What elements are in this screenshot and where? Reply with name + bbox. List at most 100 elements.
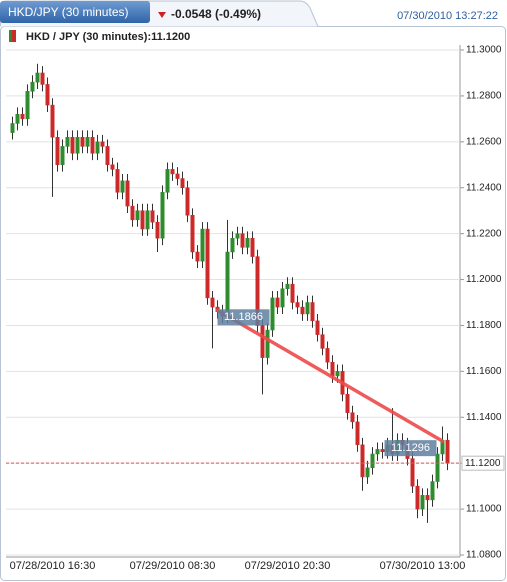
candle-body [80,136,85,147]
candle-body [175,173,180,179]
candle-body [245,237,250,248]
candle-body [180,178,185,188]
candle-body [305,302,310,315]
x-tick-label: 07/28/2010 16:30 [10,560,96,572]
candle-body [380,449,385,452]
legend: HKD / JPY (30 minutes):11.1200 [26,31,190,43]
candle-body [335,371,340,377]
candle-body [90,136,95,154]
candle-body [75,136,80,154]
legend-icon [9,30,14,42]
y-tick-label: 11.1000 [466,504,502,515]
candle-body [240,233,245,248]
y-tick-label: 11.1600 [466,366,502,377]
candle-body [150,210,155,223]
panel [0,26,506,581]
candle-body [210,297,215,308]
candle-body [375,449,380,455]
y-tick-label: 11.2200 [466,228,502,239]
candle-body [445,439,450,464]
candle-body [415,485,420,510]
y-tick-label: 11.2000 [466,274,502,285]
candle-body [435,453,440,482]
candle-body [10,123,15,133]
candle-body [410,458,415,487]
candle-body [125,180,130,207]
candle-body [255,256,260,326]
candle-body [430,481,435,501]
candle-body [30,81,35,92]
y-tick-label: 11.0800 [466,550,502,561]
y-tick-label: 11.1400 [466,412,502,423]
candle-body [120,180,125,193]
candle-body [130,205,135,221]
candle-body [50,104,55,138]
candle-body [135,210,140,221]
legend-icon [12,30,16,42]
candle-body [170,169,175,175]
candle-body [250,237,255,257]
candle-body [35,72,40,83]
candle-body [370,453,375,469]
y-tick-label: 11.1800 [466,320,502,331]
candle-body [115,169,120,193]
candle-body [105,146,110,166]
trend-label: 11.1866 [224,311,263,323]
y-tick-label: 11.2800 [466,91,502,102]
candle-body [15,114,20,124]
candle-body [140,210,145,230]
y-tick-label: 11.2400 [466,182,502,193]
candle-body [355,421,360,446]
candle-body [310,302,315,322]
candle-body [325,348,330,363]
candle-body [360,444,365,478]
tab-title[interactable]: HKD/JPY (30 minutes) [8,5,129,19]
candle-body [70,136,75,154]
last-price-label: 11.1200 [465,458,501,469]
timestamp: 07/30/2010 13:27:22 [397,10,498,22]
candle-body [290,283,295,303]
candle-body [315,320,320,335]
y-tick-label: 11.3000 [466,45,502,56]
candle-body [155,221,160,239]
candle-body [195,251,200,262]
candle-body [420,495,425,510]
candle-body [300,306,305,315]
candle-body [295,302,300,308]
candle-body [205,228,210,299]
candle-body [200,228,205,262]
tab[interactable] [0,1,150,23]
candle-body [55,136,60,166]
candle-body [225,251,230,317]
candle-body [270,297,275,331]
candle-body [330,361,335,377]
candle-body [85,136,90,147]
candle-body [350,412,355,423]
candle-body [160,192,165,239]
x-tick-label: 07/29/2010 20:30 [245,560,331,572]
x-tick-label: 07/30/2010 13:00 [380,560,466,572]
candle-body [345,394,350,413]
candle-body [275,297,280,308]
candle-body [185,187,190,216]
trend-label: 11.1296 [391,442,430,454]
down-arrow [158,12,166,18]
trendline [215,308,445,443]
candle-body [110,164,115,170]
candle-body [20,114,25,120]
y-tick-label: 11.2600 [466,136,502,147]
candle-body [285,283,290,289]
candle-body [235,233,240,239]
candle-body [25,91,30,120]
candle-body [280,288,285,308]
candle-body [40,72,45,85]
x-tick-label: 07/29/2010 08:30 [130,560,216,572]
candle-body [365,467,370,478]
candle-body [425,495,430,501]
trend-label-box [384,440,437,457]
change: -0.0548 (-0.49%) [171,7,261,21]
candle-body [265,329,270,358]
last-price-box [461,455,505,471]
